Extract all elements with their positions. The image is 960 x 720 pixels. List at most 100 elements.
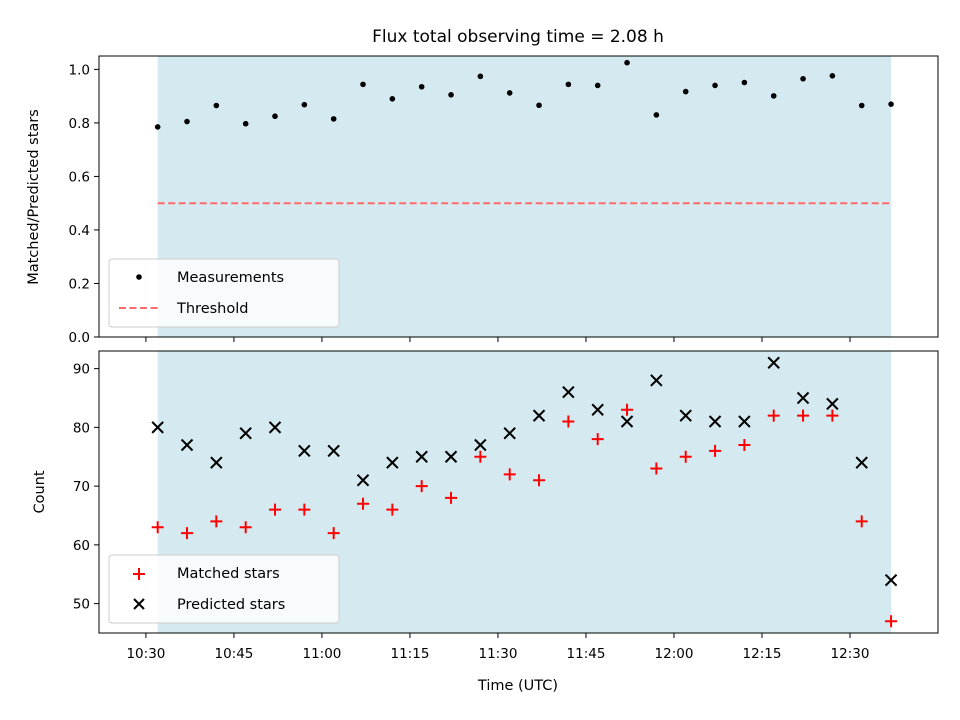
measurements-series [154, 59, 894, 130]
x-tick-label: 11:30 [479, 646, 518, 662]
top-y-tick-label: 0.4 [69, 223, 90, 239]
matched-star-point [738, 439, 751, 451]
legend-measurements-marker [136, 274, 142, 280]
top-y-tick-label: 0.0 [69, 330, 90, 346]
x-tick-label: 11:15 [391, 646, 430, 662]
measurement-point [477, 73, 484, 80]
predicted-star-point [708, 415, 722, 428]
measurement-point [184, 118, 190, 125]
matched-star-point [767, 409, 780, 422]
measurement-point [565, 81, 572, 88]
predicted-star-point [796, 391, 810, 405]
predicted-star-point [562, 385, 575, 399]
measurement-point [800, 75, 806, 82]
predicted-star-point [444, 450, 458, 463]
measurement-point [594, 82, 601, 89]
matched-star-point [533, 474, 546, 487]
top-y-tick-label: 0.6 [69, 169, 90, 185]
predicted-star-point [884, 573, 898, 587]
matched-star-point [679, 450, 692, 463]
predicted-star-point [327, 444, 340, 458]
bottom-y-ticks: 50 60 70 80 90 [73, 362, 99, 613]
x-tick-label: 12:00 [655, 646, 694, 662]
legend-predicted-label: Predicted stars [177, 597, 285, 613]
measurement-point [624, 59, 630, 66]
matched-star-point [562, 415, 575, 428]
bottom-panel: 50 60 70 80 90 10:30 10:45 11:00 11:15 11:30 11:4… [32, 350, 939, 694]
top-x-ticks [145, 337, 851, 342]
matched-star-point [327, 527, 340, 540]
matched-star-point [855, 515, 868, 528]
matched-star-point [151, 521, 164, 534]
top-y-tick-label: 0.8 [69, 116, 90, 132]
predicted-stars-series [151, 356, 898, 587]
measurement-point [653, 112, 660, 118]
x-tick-label: 11:45 [567, 646, 606, 662]
measurement-point [858, 102, 865, 109]
top-y-ticks: 0.0 0.2 0.4 0.6 0.8 1.0 [69, 62, 99, 346]
top-y-tick-label: 0.2 [69, 276, 90, 292]
measurement-point [712, 82, 718, 89]
predicted-star-point [180, 438, 194, 452]
matched-star-point [474, 450, 487, 463]
predicted-star-point [298, 444, 311, 458]
matched-stars-series [151, 403, 898, 628]
top-y-tick-label: 1.0 [69, 62, 90, 78]
x-tick-label: 10:30 [126, 646, 165, 662]
measurement-point [272, 113, 278, 120]
top-legend-box [108, 258, 340, 328]
measurement-point [154, 124, 161, 130]
bottom-x-ticks: 10:30 10:45 11:00 11:15 11:30 11:45 12:00 12:15… [126, 633, 869, 662]
predicted-star-point [210, 456, 223, 469]
measurement-point [682, 88, 689, 95]
legend-threshold-label: Threshold [176, 301, 248, 317]
matched-star-point [503, 468, 516, 481]
x-tick-label: 11:00 [302, 646, 341, 662]
measurement-point [536, 102, 542, 109]
measurement-point [741, 79, 748, 86]
predicted-star-point [268, 421, 282, 434]
measurement-point [360, 81, 366, 88]
bottom-y-axis-label: Count [32, 470, 48, 513]
measurement-point [330, 116, 337, 122]
bottom-axes-frame [98, 350, 939, 634]
bottom-y-tick-label: 50 [73, 597, 90, 613]
measurement-point [389, 96, 396, 102]
measurement-point [301, 101, 308, 108]
matched-star-point [181, 527, 194, 540]
predicted-star-point [650, 374, 663, 387]
matched-star-point [445, 491, 458, 504]
matched-star-point [239, 521, 252, 534]
bottom-y-tick-label: 80 [73, 420, 90, 436]
predicted-star-point [415, 450, 428, 463]
top-legend: Measurements Threshold [108, 258, 340, 328]
measurement-point [448, 92, 454, 98]
predicted-star-point [767, 356, 780, 369]
legend-measurements-label: Measurements [177, 270, 284, 286]
matched-star-point [357, 497, 370, 510]
predicted-star-point [620, 415, 634, 428]
legend-matched-label: Matched stars [177, 566, 280, 582]
predicted-star-point [738, 415, 751, 428]
matched-star-point [709, 444, 722, 457]
matched-star-point [797, 409, 810, 422]
matched-star-point [298, 503, 311, 516]
legend-predicted-marker [133, 598, 145, 610]
measurement-point [888, 101, 894, 107]
predicted-star-point [503, 427, 516, 440]
x-tick-label: 12:30 [831, 646, 870, 662]
top-y-axis-label: Matched/Predicted stars [26, 109, 42, 285]
measurement-point [506, 90, 513, 96]
matched-star-point [621, 403, 634, 416]
matched-star-point [826, 409, 839, 422]
predicted-star-point [151, 421, 164, 434]
legend-matched-marker [133, 568, 145, 580]
predicted-star-point [239, 427, 252, 440]
bottom-y-tick-label: 60 [73, 538, 90, 554]
predicted-star-point [532, 409, 546, 422]
predicted-star-point [356, 474, 370, 487]
bottom-legend-box [108, 554, 340, 624]
matched-star-point [386, 503, 399, 516]
matched-star-point [650, 462, 663, 475]
